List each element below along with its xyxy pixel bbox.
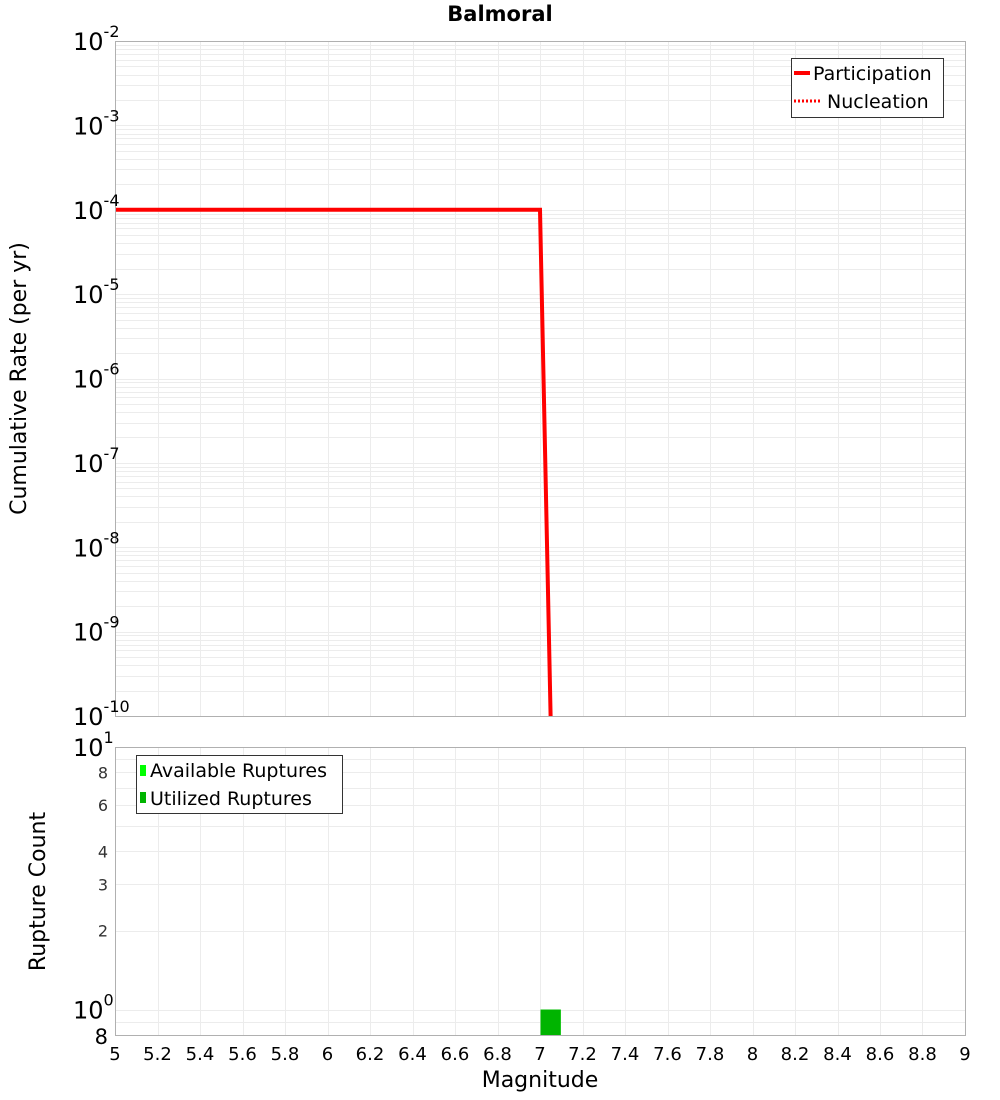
top-y-tick-labels: 10-2 10-3 10-4 10-5 10-6 10-7 10-8 10-9 10-10 (73, 22, 130, 731)
svg-text:Available Ruptures: Available Ruptures (150, 760, 327, 782)
y-tick-label: 8 (98, 763, 108, 782)
top-plot-grid (115, 41, 966, 717)
svg-text:Nucleation: Nucleation (827, 91, 929, 113)
chart-title: Balmoral (447, 2, 553, 26)
y-tick-label: 10-2 (73, 22, 120, 56)
x-tick-label: 7 (534, 1044, 545, 1065)
nucleation-line (115, 208, 553, 717)
legend-bottom: Available Ruptures Utilized Ruptures (136, 755, 343, 814)
x-tick-label: 6.8 (483, 1044, 512, 1065)
x-tick-label: 5.6 (228, 1044, 257, 1065)
x-tick-label: 5 (109, 1044, 120, 1065)
x-tick-label: 8.2 (781, 1044, 810, 1065)
y-tick-label: 10-10 (73, 697, 130, 731)
y-tick-label: 10-6 (73, 360, 120, 394)
y-tick-label: 10-4 (73, 191, 120, 225)
bottom-plot-bars (540, 1009, 561, 1035)
y-tick-label: 4 (98, 842, 108, 861)
y-tick-label: 100 (73, 991, 114, 1025)
x-tick-label: 9 (959, 1044, 970, 1065)
x-tick-label: 8.6 (866, 1044, 895, 1065)
utilized-ruptures-bar (540, 1009, 561, 1035)
x-tick-label: 6 (322, 1044, 333, 1065)
x-tick-label: 6.2 (356, 1044, 385, 1065)
x-tick-label: 5.4 (186, 1044, 215, 1065)
bottom-plot-frame (115, 747, 966, 1036)
x-tick-label: 7.6 (653, 1044, 682, 1065)
x-tick-label: 6.6 (441, 1044, 470, 1065)
x-tick-label: 6.4 (398, 1044, 427, 1065)
svg-text:Utilized Ruptures: Utilized Ruptures (150, 788, 312, 810)
x-tick-label: 8.4 (823, 1044, 852, 1065)
x-axis-label: Magnitude (481, 1068, 599, 1093)
x-tick-label: 8 (747, 1044, 758, 1065)
y-tick-label: 10-3 (73, 106, 120, 140)
svg-text:Participation: Participation (813, 63, 932, 85)
y-tick-label: 6 (98, 796, 108, 815)
y-tick-label: 10-5 (73, 275, 120, 309)
y-tick-label: 3 (98, 875, 108, 894)
x-tick-label: 8.8 (908, 1044, 937, 1065)
top-plot-frame (115, 41, 966, 717)
x-tick-label: 5.2 (143, 1044, 172, 1065)
legend-top: Participation Nucleation (791, 58, 944, 118)
x-tick-label: 7.2 (568, 1044, 597, 1065)
y-tick-label: 10-8 (73, 528, 120, 562)
x-tick-labels: 5 5.2 5.4 5.6 5.8 6 6.2 6.4 6.6 6.8 7 7.2 7.4 7.6 7.8 8… (109, 1044, 970, 1065)
y-tick-label: 10-9 (73, 613, 120, 647)
x-tick-label: 5.8 (271, 1044, 300, 1065)
y-tick-label: 10-7 (73, 444, 120, 478)
y-tick-label: 8 (95, 1025, 108, 1049)
y-tick-label: 101 (73, 728, 114, 762)
top-plot-series (115, 207, 553, 717)
x-tick-label: 7.4 (611, 1044, 640, 1065)
x-tick-label: 7.8 (696, 1044, 725, 1065)
y-tick-label: 2 (98, 922, 108, 941)
